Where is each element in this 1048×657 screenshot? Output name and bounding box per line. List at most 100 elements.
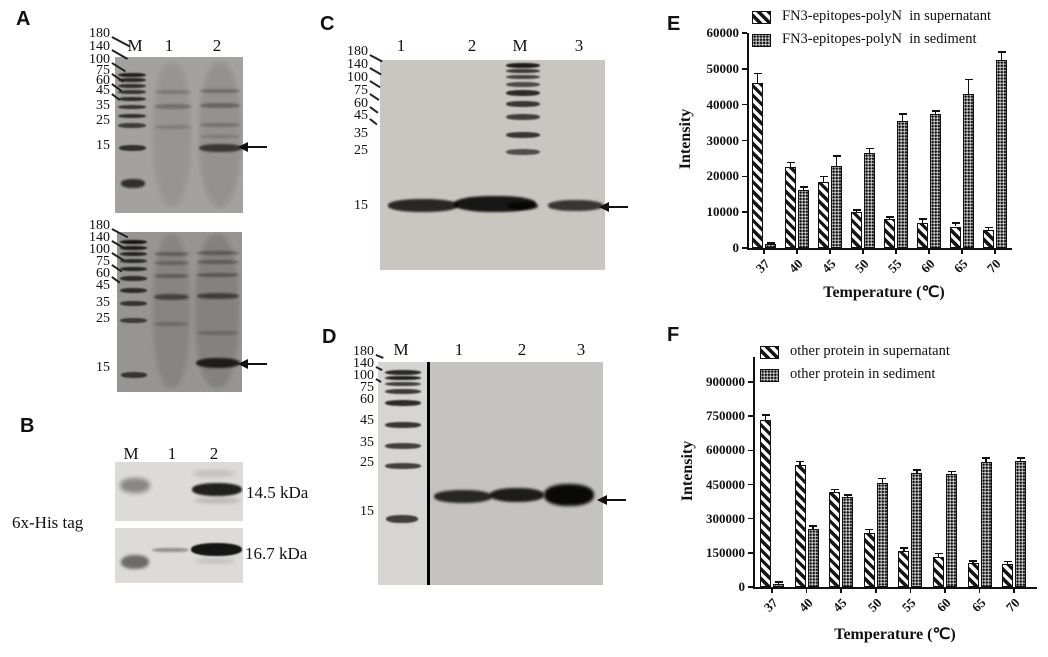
x-tick-label-50: 50 — [864, 595, 885, 615]
band-arrow — [599, 202, 628, 212]
error-bar-cap — [951, 222, 960, 224]
gel-image-a2 — [117, 232, 242, 392]
bar-e-stripe-55 — [884, 219, 895, 248]
marker-label-100: 100 — [89, 242, 110, 257]
marker-label-35: 35 — [96, 98, 110, 113]
error-bar-cap — [774, 581, 783, 584]
y-tick — [742, 103, 747, 106]
gel-band — [120, 301, 147, 306]
marker-label-15: 15 — [354, 198, 368, 213]
bar-e-stripe-50 — [851, 212, 862, 248]
error-bar-cap — [796, 460, 805, 463]
error-bar-line — [855, 210, 858, 213]
marker-label-60: 60 — [96, 73, 110, 88]
error-bar-cap — [832, 155, 841, 157]
bar-f-stripe-70 — [1002, 564, 1014, 587]
x-tick — [978, 589, 981, 593]
gel-band — [197, 331, 239, 335]
x-axis-f — [753, 587, 1037, 589]
gel-band — [490, 488, 544, 502]
legend-label-supernatant: FN3-epitopes-polyN in supernatant — [782, 8, 992, 24]
x-tick-label-37: 37 — [760, 595, 781, 615]
gel-band — [200, 123, 240, 127]
marker-label-180: 180 — [89, 218, 110, 233]
x-axis-e — [747, 248, 1012, 250]
panel-label-f: F — [667, 324, 680, 346]
error-bar-line — [934, 111, 937, 114]
marker-label-25: 25 — [360, 455, 374, 470]
gel-band — [154, 252, 189, 256]
y-tick — [742, 68, 747, 70]
lane-label-2: 2 — [212, 36, 222, 55]
error-bar-line — [756, 73, 759, 84]
gel-band — [118, 123, 146, 128]
gel-band — [120, 276, 147, 281]
gel-lane-divider — [427, 362, 430, 585]
marker-label-100: 100 — [347, 70, 368, 85]
panel-label-c: C — [320, 13, 335, 35]
error-bar-line — [835, 156, 838, 166]
y-tick — [742, 211, 747, 213]
bar-f-stripe-50 — [863, 533, 875, 587]
gel-band — [154, 294, 189, 300]
bar-e-dot-37 — [765, 244, 776, 248]
error-bar-line — [967, 79, 970, 94]
x-tick — [994, 250, 996, 254]
x-tick — [1013, 589, 1015, 593]
y-tick — [748, 586, 753, 588]
error-bar-cap — [1016, 457, 1025, 459]
lane-label-2: 2 — [209, 444, 219, 463]
bar-f-dot-60 — [946, 474, 957, 587]
gel-band — [153, 234, 190, 388]
error-bar-cap — [865, 147, 874, 150]
gel-band — [506, 82, 540, 87]
gel-image-b2 — [115, 528, 243, 583]
gel-image-a1 — [115, 57, 243, 213]
gel-image-d — [378, 362, 603, 585]
gel-band — [385, 463, 421, 469]
bar-e-stripe-40 — [785, 167, 796, 248]
y-axis-title-e: Intensity — [677, 108, 694, 170]
gel-band — [192, 483, 242, 496]
y-tick-label: 60000 — [706, 25, 740, 40]
gel-band — [199, 62, 241, 207]
error-bar-cap — [819, 175, 828, 178]
y-tick — [748, 449, 753, 452]
bar-f-dot-37 — [773, 583, 784, 587]
marker-label-25: 25 — [96, 311, 110, 326]
panel-label-a: A — [16, 8, 31, 30]
y-tick — [748, 381, 753, 383]
gel-band — [506, 149, 540, 155]
error-bar-line — [901, 114, 904, 121]
lane-label-1: 1 — [454, 340, 464, 359]
marker-tie-line — [369, 93, 380, 101]
marker-tie-line — [369, 54, 383, 62]
gel-band — [200, 103, 240, 108]
lane-label-m: M — [123, 444, 139, 463]
x-tick — [829, 250, 831, 254]
x-axis-title-f: Temperature (℃) — [834, 626, 956, 643]
error-bar-cap — [809, 525, 818, 528]
band-arrow — [238, 142, 267, 152]
error-bar-cap — [830, 488, 839, 491]
marker-label-60: 60 — [354, 96, 368, 111]
gel-band — [548, 200, 603, 211]
error-bar-line — [903, 548, 905, 551]
error-bar-cap — [969, 560, 978, 562]
gel-band — [385, 389, 421, 394]
y-axis-f — [753, 357, 755, 589]
error-bar-cap — [984, 226, 993, 229]
error-bar-line — [812, 526, 814, 529]
marker-label-75: 75 — [96, 63, 110, 78]
legend-label-supernatant: other protein in supernatant — [790, 343, 950, 359]
bar-f-dot-55 — [911, 473, 923, 587]
bar-f-stripe-65 — [967, 563, 979, 587]
gel-band — [506, 90, 540, 96]
gel-band — [121, 555, 149, 569]
bar-e-dot-40 — [798, 189, 809, 248]
marker-tie-line — [369, 118, 378, 125]
gel-band — [120, 259, 147, 263]
band-arrow — [597, 495, 626, 505]
band-arrow — [238, 359, 267, 369]
error-bar-line — [916, 470, 918, 474]
